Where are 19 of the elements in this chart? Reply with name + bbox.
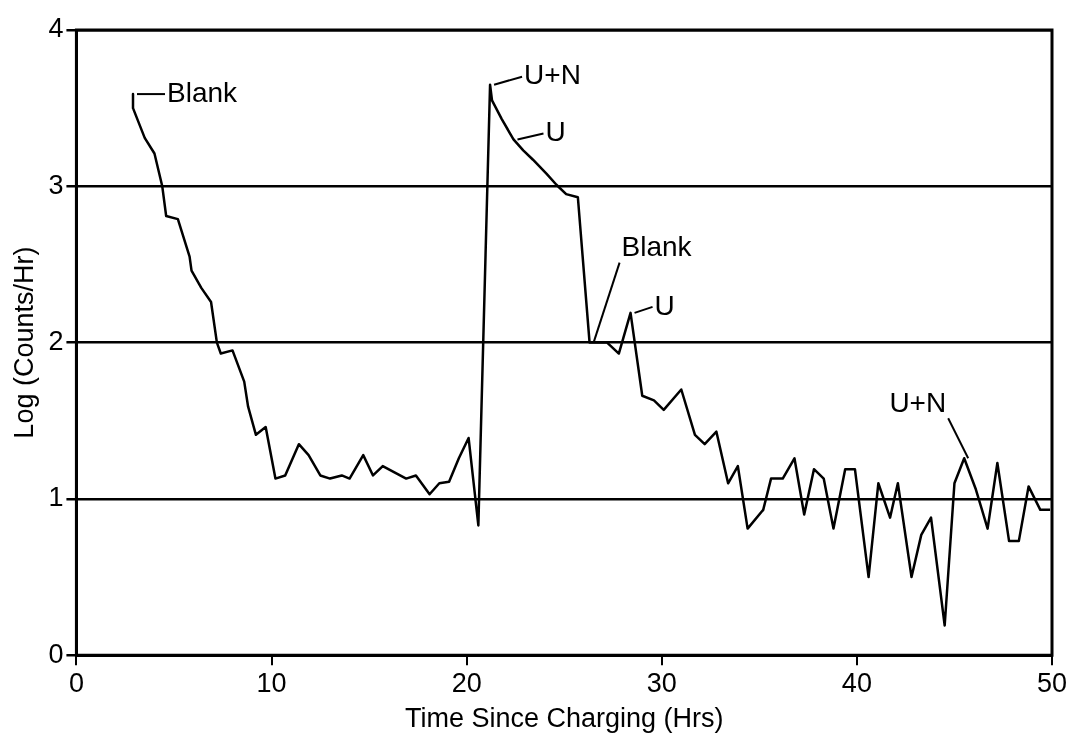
y-tick-label: 2 — [48, 326, 64, 357]
annotation: U+N — [524, 59, 581, 91]
x-tick-label: 0 — [68, 667, 84, 698]
y-tick-label: 0 — [48, 638, 64, 669]
annotation: Blank — [167, 76, 239, 108]
y-tick-label: 3 — [48, 169, 64, 200]
y-axis-title: Log (Counts/Hr) — [8, 246, 39, 439]
annotation: U — [654, 289, 675, 321]
x-axis-title: Time Since Charging (Hrs) — [404, 703, 724, 734]
annotation: U — [545, 116, 566, 148]
y-tick-label: 4 — [48, 13, 64, 44]
x-tick-label: 20 — [451, 667, 482, 698]
y-tick-label: 1 — [48, 482, 64, 513]
x-tick-label: 10 — [256, 667, 287, 698]
x-tick-label: 40 — [841, 667, 872, 698]
x-tick-label: 30 — [646, 667, 677, 698]
x-tick-label: 50 — [1036, 667, 1068, 698]
annotation: Blank — [621, 231, 693, 263]
annotation: U+N — [889, 386, 947, 418]
